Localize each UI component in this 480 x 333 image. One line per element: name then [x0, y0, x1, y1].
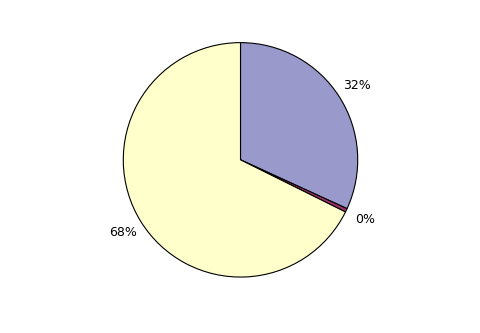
- Text: 32%: 32%: [342, 79, 370, 92]
- Text: 68%: 68%: [109, 226, 137, 239]
- Wedge shape: [240, 43, 357, 209]
- Wedge shape: [240, 160, 347, 212]
- Text: 0%: 0%: [355, 213, 374, 226]
- Wedge shape: [123, 43, 345, 277]
